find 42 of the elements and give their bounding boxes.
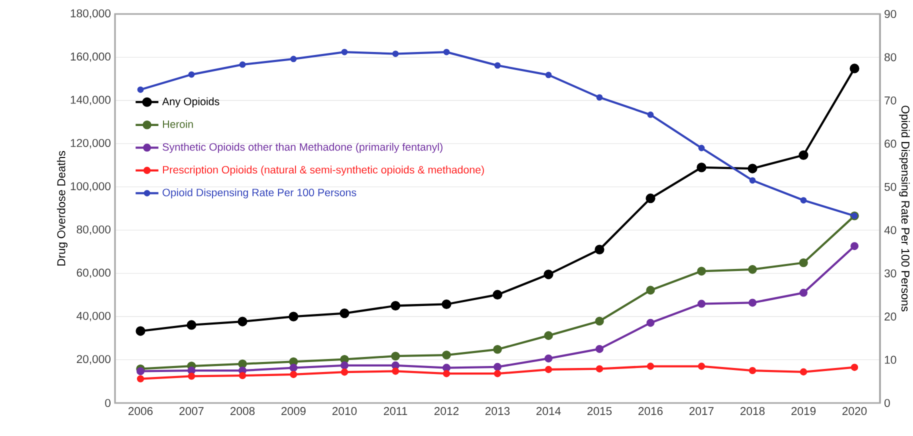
x-tick-label: 2019 [791, 407, 816, 416]
y-tick-label: 40,000 [76, 312, 111, 322]
x-tick-label: 2018 [740, 407, 765, 416]
y2-tick-label: 30 [884, 269, 896, 278]
x-tick-label: 2010 [332, 407, 357, 416]
y-tick-label: 140,000 [70, 96, 111, 106]
legend-label: Prescription Opioids (natural & semi-synthetic opioids & methadone) [163, 166, 484, 176]
x-tick-label: 2020 [842, 407, 867, 416]
y-tick-label: 120,000 [70, 138, 111, 148]
x-tick-label: 2006 [128, 407, 153, 416]
y-tick-label: 100,000 [70, 182, 111, 192]
y2-tick-label: 80 [884, 53, 896, 62]
y2-axis-title: Opioid Dispensing Rate Per 100 Persons [899, 106, 910, 312]
y-axis-title: Drug Overdose Deaths [56, 150, 68, 266]
y2-tick-label: 70 [884, 96, 896, 104]
legend-label: Synthetic Opioids other than Methadone (primarily fentanyl) [162, 142, 442, 153]
y2-tick-label: 10 [884, 356, 896, 364]
x-tick-label: 2017 [689, 407, 714, 416]
y-tick-label: 180,000 [70, 9, 111, 19]
x-tick-label: 2016 [638, 407, 663, 416]
x-tick-label: 2014 [536, 407, 561, 416]
y2-tick-label: 40 [884, 226, 896, 234]
legend-label: Any Opioids [162, 97, 220, 108]
y-tick-label: 160,000 [70, 52, 111, 62]
y2-tick-label: 20 [884, 312, 896, 321]
y-tick-label: 80,000 [76, 225, 111, 235]
x-tick-label: 2007 [179, 407, 204, 416]
y-tick-label: 20,000 [76, 355, 111, 364]
x-tick-label: 2011 [384, 407, 408, 416]
y-tick-label: 60,000 [76, 268, 111, 278]
x-tick-label: 2008 [230, 407, 255, 416]
x-tick-label: 2009 [281, 407, 306, 416]
x-tick-label: 2013 [485, 407, 510, 416]
y2-tick-label: 60 [884, 140, 896, 148]
legend-label: Opioid Dispensing Rate Per 100 Persons [162, 188, 356, 198]
x-tick-label: 2012 [434, 407, 459, 416]
y-tick-label: 0 [105, 399, 111, 408]
y2-tick-label: 0 [884, 398, 890, 408]
x-tick-label: 2015 [587, 407, 612, 416]
y2-tick-label: 50 [884, 182, 896, 191]
y2-tick-label: 90 [884, 10, 896, 18]
legend-label: Heroin [163, 120, 193, 128]
